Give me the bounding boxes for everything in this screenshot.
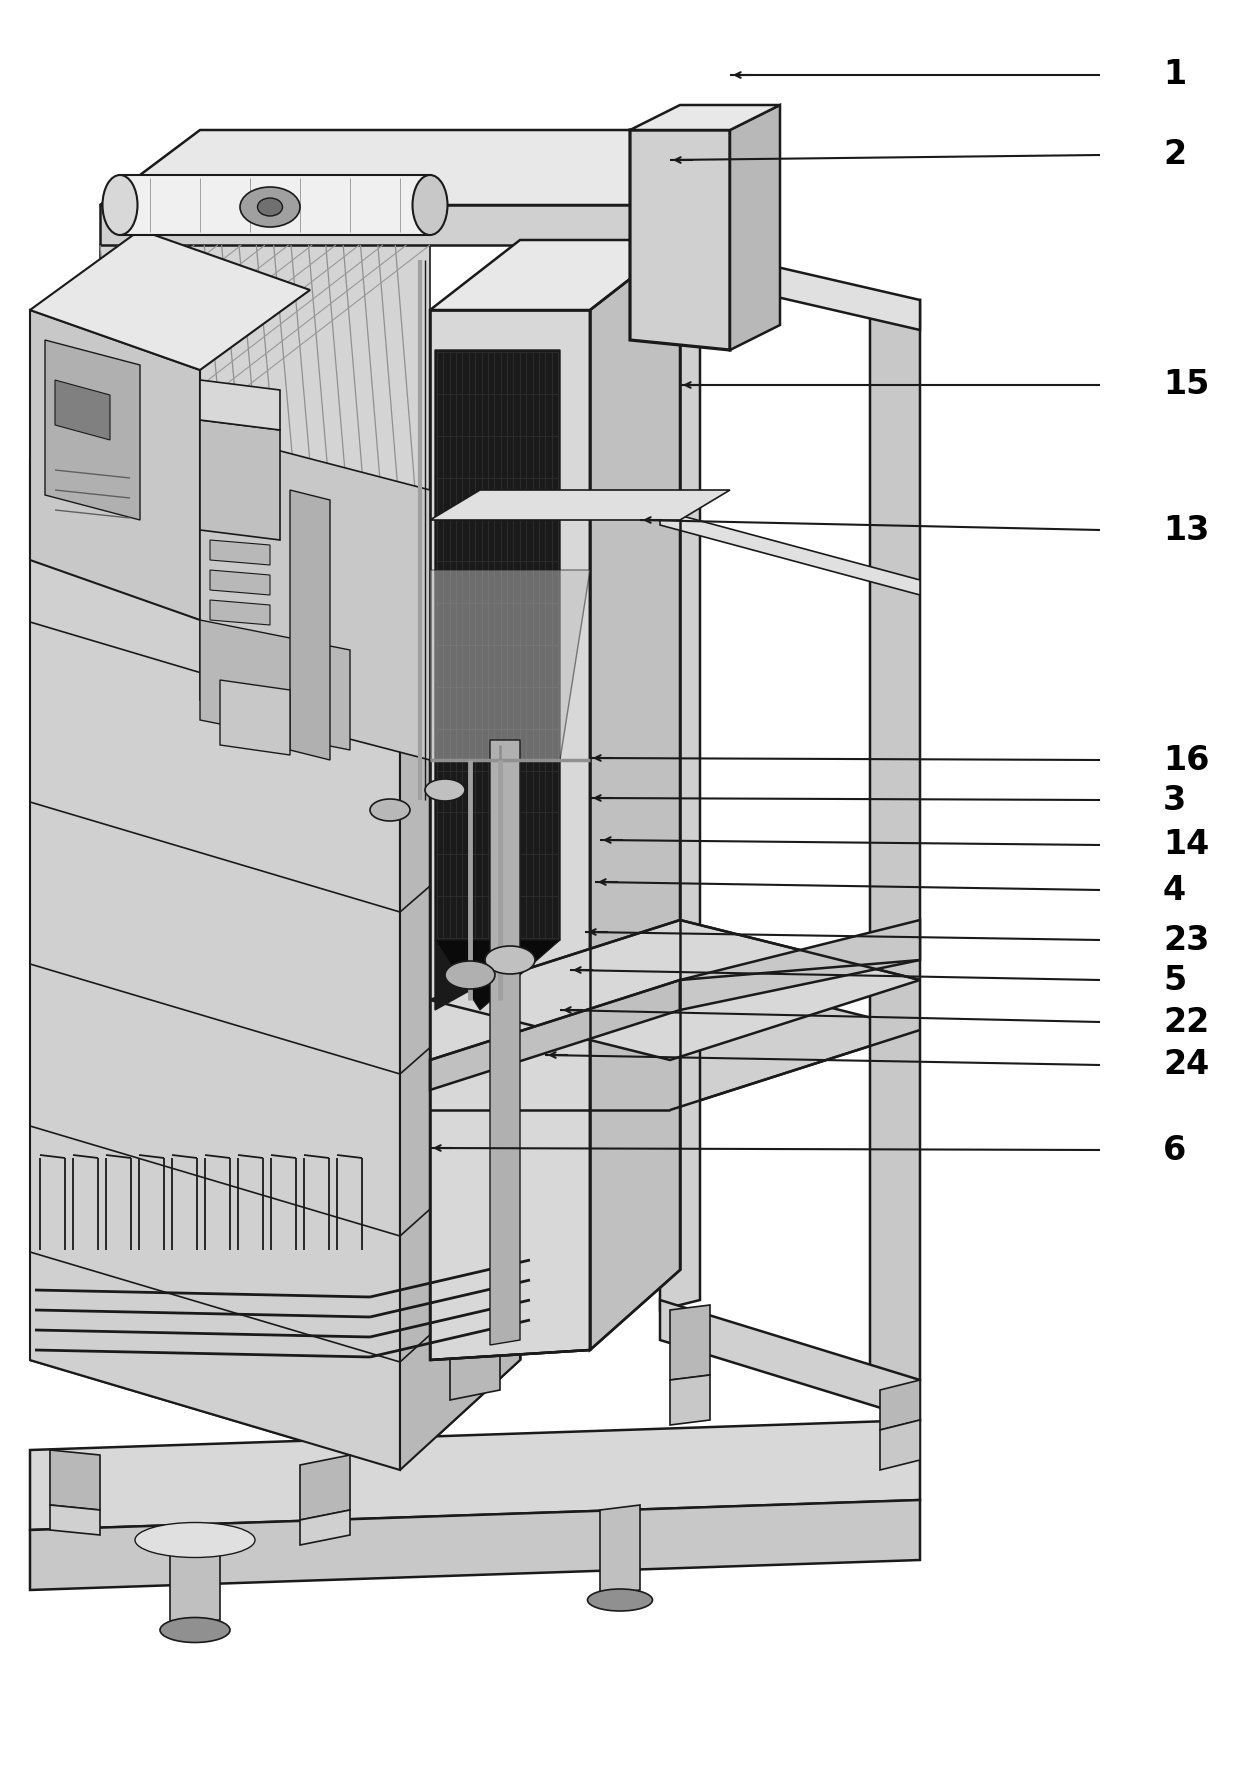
Text: 2: 2 [1163, 138, 1187, 171]
Ellipse shape [135, 1522, 255, 1558]
Polygon shape [430, 240, 680, 309]
Polygon shape [430, 569, 590, 760]
Polygon shape [435, 350, 560, 1010]
Ellipse shape [425, 780, 465, 801]
Polygon shape [210, 569, 270, 596]
Text: 16: 16 [1163, 744, 1209, 776]
Polygon shape [200, 430, 430, 760]
Ellipse shape [258, 198, 283, 216]
Polygon shape [200, 380, 280, 430]
Polygon shape [490, 741, 520, 1345]
Polygon shape [880, 1381, 920, 1430]
Polygon shape [430, 309, 590, 1360]
Polygon shape [30, 361, 520, 569]
Polygon shape [730, 104, 780, 350]
Polygon shape [670, 1305, 711, 1381]
Polygon shape [660, 240, 920, 331]
Ellipse shape [160, 1618, 229, 1642]
Polygon shape [120, 175, 430, 235]
Polygon shape [30, 1499, 920, 1589]
Text: 24: 24 [1163, 1048, 1209, 1082]
Polygon shape [450, 1335, 500, 1400]
Polygon shape [30, 309, 200, 621]
Text: 13: 13 [1163, 513, 1209, 546]
Polygon shape [670, 1376, 711, 1425]
Polygon shape [50, 1505, 100, 1535]
Text: 23: 23 [1163, 923, 1209, 956]
Text: 4: 4 [1163, 873, 1187, 907]
Polygon shape [590, 240, 680, 1351]
Polygon shape [100, 131, 730, 205]
Text: 6: 6 [1163, 1133, 1187, 1167]
Polygon shape [430, 490, 730, 520]
Polygon shape [660, 1299, 920, 1420]
Text: 1: 1 [1163, 58, 1187, 92]
Polygon shape [210, 539, 270, 566]
Polygon shape [55, 380, 110, 440]
Polygon shape [30, 460, 401, 1469]
Text: 14: 14 [1163, 829, 1209, 861]
Polygon shape [401, 470, 520, 1469]
Text: 15: 15 [1163, 368, 1209, 401]
Polygon shape [880, 1420, 920, 1469]
Polygon shape [630, 104, 780, 131]
Polygon shape [600, 1505, 640, 1595]
Polygon shape [630, 131, 730, 350]
Text: 22: 22 [1163, 1006, 1209, 1038]
Polygon shape [200, 621, 350, 750]
Polygon shape [290, 490, 330, 760]
Text: 5: 5 [1163, 964, 1187, 997]
Polygon shape [210, 599, 270, 626]
Ellipse shape [370, 799, 410, 820]
Ellipse shape [588, 1589, 652, 1611]
Ellipse shape [241, 187, 300, 226]
Polygon shape [170, 1526, 219, 1625]
Polygon shape [660, 509, 920, 596]
Ellipse shape [445, 962, 495, 988]
Polygon shape [430, 979, 680, 1091]
Polygon shape [300, 1455, 350, 1520]
Polygon shape [219, 681, 290, 755]
Ellipse shape [413, 175, 448, 235]
Polygon shape [435, 941, 560, 1010]
Ellipse shape [485, 946, 534, 974]
Polygon shape [430, 971, 920, 1110]
Polygon shape [870, 301, 920, 1390]
Polygon shape [45, 339, 140, 520]
Text: 3: 3 [1163, 783, 1187, 817]
Polygon shape [30, 230, 310, 370]
Polygon shape [300, 1510, 350, 1545]
Polygon shape [200, 421, 280, 539]
Polygon shape [100, 205, 630, 246]
Polygon shape [660, 240, 701, 1310]
Polygon shape [680, 919, 920, 1010]
Ellipse shape [103, 175, 138, 235]
Polygon shape [430, 919, 920, 1061]
Polygon shape [50, 1450, 100, 1510]
Polygon shape [100, 246, 430, 569]
Polygon shape [30, 1420, 920, 1529]
